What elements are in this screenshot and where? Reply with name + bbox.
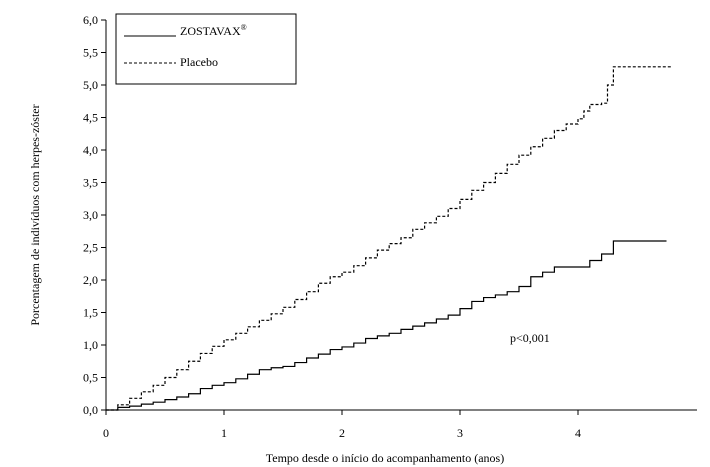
y-tick-label: 5,0: [83, 78, 98, 92]
legend-label-zostavax: ZOSTAVAX®: [180, 23, 247, 38]
legend-label-placebo: Placebo: [180, 55, 218, 69]
p-value-annotation: p<0,001: [510, 331, 550, 345]
series-layer: [106, 66, 673, 411]
x-axis-label: Tempo desde o início do acompanhamento (…: [266, 451, 504, 465]
series-line-placebo: [106, 66, 673, 411]
x-tick-label: 4: [575, 426, 581, 440]
y-tick-label: 3,5: [83, 176, 98, 190]
y-tick-label: 1,0: [83, 338, 98, 352]
y-tick-label: 6,0: [83, 13, 98, 27]
y-tick-label: 2,0: [83, 273, 98, 287]
legend-box: [115, 13, 297, 85]
y-axis-label: Porcentagem de indivíduos com herpes-zós…: [28, 104, 42, 325]
y-tick-label: 3,0: [83, 208, 98, 222]
y-tick-label: 4,5: [83, 111, 98, 125]
x-tick-label: 2: [339, 426, 345, 440]
y-tick-label: 5,5: [83, 46, 98, 60]
y-tick-label: 0,5: [83, 371, 98, 385]
series-line-zostavax: [106, 240, 667, 411]
y-tick-label: 2,5: [83, 241, 98, 255]
x-tick-label: 0: [103, 426, 109, 440]
y-tick-label: 4,0: [83, 143, 98, 157]
y-tick-label: 0,0: [83, 403, 98, 417]
y-tick-label: 1,5: [83, 306, 98, 320]
x-ticks: 0 1 2 3 4: [103, 410, 581, 440]
y-ticks: 0,0 0,5 1,0 1,5 2,0 2,5 3,0 3,5 4,0 4,5 5,0 5,5 6,0: [83, 13, 106, 417]
x-tick-label: 3: [457, 426, 463, 440]
x-tick-label: 1: [221, 426, 227, 440]
legend: ZOSTAVAX® Placebo: [115, 13, 297, 85]
